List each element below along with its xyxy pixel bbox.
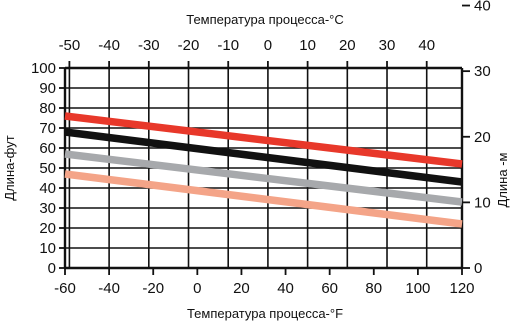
top-tick-label: 20	[339, 37, 356, 54]
bottom-tick-label: 20	[233, 280, 250, 297]
left-tick-label: 40	[39, 180, 56, 197]
series-line-2	[64, 128, 463, 186]
left-tick-label: 90	[39, 80, 56, 97]
bottom-tick-label: 80	[365, 280, 382, 297]
top-tick-label: 40	[418, 37, 435, 54]
top-axis-title: Температура процесса-°C	[186, 12, 344, 27]
series-line-4	[64, 170, 463, 228]
top-tick-label: -10	[217, 37, 239, 54]
bottom-tick-label: -60	[54, 280, 76, 297]
right-tick-label: 20	[474, 129, 491, 146]
right-tick-label: 30	[474, 63, 491, 80]
left-tick-label: 30	[39, 200, 56, 217]
right-tick-label: 10	[474, 194, 491, 211]
right-tick-label: 40	[474, 0, 491, 15]
top-tick-label: -50	[59, 37, 81, 54]
left-tick-label: 80	[39, 100, 56, 117]
top-tick-label: -40	[98, 37, 120, 54]
top-tick-label: -30	[138, 37, 160, 54]
bottom-tick-label: 0	[193, 280, 201, 297]
bottom-tick-label: 60	[321, 280, 338, 297]
left-tick-label: 50	[39, 160, 56, 177]
left-axis-title: Длина-фут	[2, 135, 17, 200]
left-tick-label: 100	[31, 60, 56, 77]
bottom-tick-label: -40	[98, 280, 120, 297]
left-tick-label: 0	[48, 260, 56, 277]
bottom-tick-label: 120	[449, 280, 474, 297]
left-tick-label: 70	[39, 120, 56, 137]
bottom-tick-label: 100	[405, 280, 430, 297]
bottom-tick-label: 40	[277, 280, 294, 297]
top-tick-label: 30	[379, 37, 396, 54]
series-line-1	[64, 112, 463, 168]
right-axis-title: Длина -м	[495, 152, 510, 207]
bottom-tick-label: -20	[142, 280, 164, 297]
left-tick-label: 10	[39, 240, 56, 257]
top-tick-label: -20	[178, 37, 200, 54]
series-line-3	[64, 150, 463, 206]
top-tick-label: 0	[264, 37, 272, 54]
right-tick-label: 0	[474, 260, 482, 277]
left-tick-label: 60	[39, 140, 56, 157]
top-tick-label: 10	[299, 37, 316, 54]
left-tick-label: 20	[39, 220, 56, 237]
bottom-axis-title: Температура процесса-°F	[187, 306, 343, 321]
